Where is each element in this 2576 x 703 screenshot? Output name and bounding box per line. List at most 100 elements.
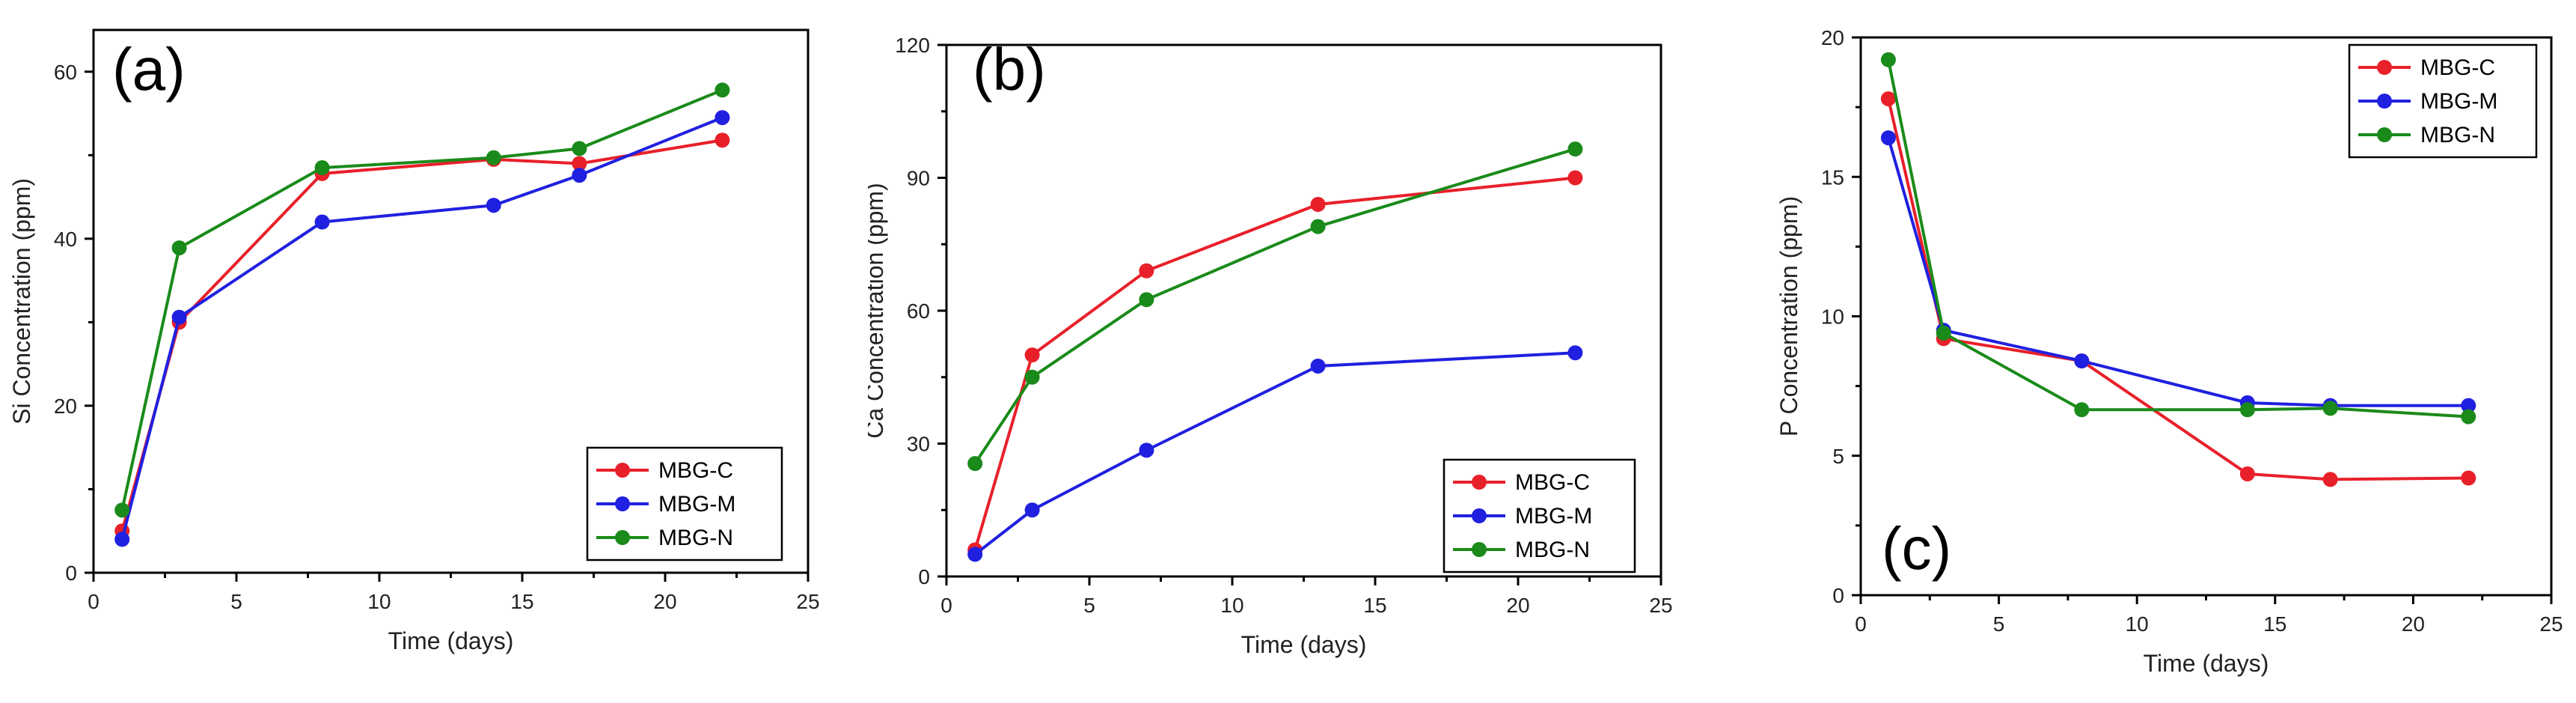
data-point-mbg-n: [314, 160, 330, 176]
data-point-mbg-n: [114, 502, 130, 518]
x-tick-label: 20: [1506, 594, 1529, 617]
y-tick-label: 30: [907, 433, 930, 456]
data-point-mbg-m: [2074, 353, 2090, 369]
x-tick-label: 10: [1220, 594, 1243, 617]
y-axis-title: Ca Concentration (ppm): [868, 183, 888, 438]
chart-panel-b: 0 5 10 15 20 25 0 30 60 90 120 Time (days) Ca Concen…: [868, 0, 1706, 703]
x-tick-label: 20: [2402, 612, 2425, 636]
x-tick-label: 5: [1993, 612, 2005, 636]
y-axis-title: P Concentration (ppm): [1775, 196, 1802, 436]
y-tick-label: 20: [54, 395, 77, 418]
data-point-mbg-n: [572, 141, 587, 156]
data-point-mbg-m: [1310, 358, 1326, 374]
data-point-mbg-c: [572, 156, 587, 171]
x-axis-title: Time (days): [1241, 631, 1367, 658]
y-tick-label: 0: [65, 562, 77, 585]
data-point-mbg-c: [1567, 170, 1583, 186]
x-tick-label: 5: [1083, 594, 1095, 617]
data-point-mbg-n: [1880, 52, 1896, 67]
data-point-mbg-n: [715, 82, 730, 98]
data-point-mbg-n: [171, 240, 187, 256]
legend-marker-mbg-c: [1472, 475, 1487, 490]
legend-marker-mbg-m: [2377, 94, 2392, 109]
data-point-mbg-n: [1310, 219, 1326, 234]
y-tick-label: 10: [1821, 305, 1844, 329]
panel-letter: (a): [112, 36, 186, 103]
data-point-mbg-m: [572, 168, 587, 183]
y-tick-label: 0: [1832, 584, 1844, 607]
data-point-mbg-n: [486, 150, 501, 165]
panel-letter: (b): [973, 36, 1046, 103]
x-tick-label: 0: [940, 594, 952, 617]
data-point-mbg-c: [1139, 263, 1154, 279]
legend-marker-mbg-c: [2377, 60, 2392, 75]
series-line-mbg-n: [973, 147, 1576, 465]
data-point-mbg-n: [2461, 409, 2476, 424]
x-tick-label: 0: [88, 590, 100, 613]
x-tick-label: 0: [1855, 612, 1867, 636]
x-tick-label: 5: [230, 590, 242, 613]
y-tick-label: 90: [907, 167, 930, 190]
x-tick-label: 25: [1649, 594, 1672, 617]
y-tick-label: 5: [1832, 445, 1844, 468]
data-point-mbg-c: [1310, 197, 1326, 212]
data-point-mbg-m: [2461, 398, 2476, 413]
chart-panel-a: 0 5 10 15 20 25 0 20 40 60 Time (days) Si Concentra…: [0, 0, 823, 703]
panel-letter: (c): [1882, 515, 1951, 582]
data-point-mbg-m: [715, 110, 730, 126]
x-tick-label: 25: [796, 590, 819, 613]
data-point-mbg-m: [1880, 130, 1896, 146]
x-tick-label: 10: [367, 590, 391, 613]
data-point-mbg-m: [1567, 345, 1583, 361]
data-point-mbg-m: [171, 309, 187, 325]
legend-label-mbg-c: MBG-C: [2420, 55, 2495, 80]
series-line-mbg-n: [120, 88, 723, 511]
data-point-mbg-n: [967, 456, 983, 472]
legend-marker-mbg-c: [615, 463, 630, 478]
data-point-mbg-m: [114, 532, 130, 547]
legend-label-mbg-m: MBG-M: [2420, 89, 2497, 114]
legend-marker-mbg-n: [1472, 542, 1487, 557]
series-line-mbg-m: [120, 116, 723, 540]
legend-label-mbg-c: MBG-C: [658, 458, 733, 483]
data-point-mbg-m: [314, 214, 330, 230]
legend-label-mbg-n: MBG-N: [658, 526, 733, 550]
chart-c-svg: 0 5 10 15 20 25 0 5 10 15 20 Time (days) P Concentra…: [1775, 26, 2563, 677]
data-point-mbg-n: [2322, 401, 2338, 416]
data-point-mbg-m: [1139, 442, 1154, 458]
legend-marker-mbg-n: [2377, 127, 2392, 142]
x-tick-label: 15: [1363, 594, 1386, 617]
legend-label-mbg-m: MBG-M: [1515, 504, 1592, 529]
x-axis-title: Time (days): [388, 627, 514, 654]
y-tick-label: 15: [1821, 165, 1844, 189]
legend-label-mbg-n: MBG-N: [1515, 538, 1590, 562]
y-tick-label: 0: [918, 565, 930, 588]
x-tick-label: 20: [653, 590, 676, 613]
legend-marker-mbg-n: [615, 530, 630, 545]
data-point-mbg-n: [1567, 141, 1583, 157]
y-tick-label: 60: [54, 61, 77, 84]
chart-a-svg: 0 5 10 15 20 25 0 20 40 60 Time (days) Si Concentra…: [8, 28, 820, 654]
data-point-mbg-n: [1936, 325, 1951, 341]
x-tick-label: 15: [2263, 612, 2286, 636]
data-point-mbg-n: [1139, 292, 1154, 308]
data-point-mbg-m: [1024, 502, 1040, 518]
data-point-mbg-c: [1024, 347, 1040, 363]
legend-label-mbg-c: MBG-C: [1515, 470, 1590, 495]
data-point-mbg-m: [486, 198, 501, 213]
y-tick-label: 40: [54, 228, 77, 251]
data-point-mbg-c: [2239, 466, 2255, 481]
data-point-mbg-c: [715, 133, 730, 148]
legend-label-mbg-m: MBG-M: [658, 492, 735, 517]
x-tick-label: 10: [2126, 612, 2149, 636]
x-axis-title: Time (days): [2144, 650, 2269, 677]
data-point-mbg-m: [967, 547, 983, 562]
data-point-mbg-n: [2239, 402, 2255, 418]
y-tick-label: 20: [1821, 26, 1844, 49]
legend-label-mbg-n: MBG-N: [2420, 123, 2495, 147]
y-tick-label: 120: [895, 34, 930, 57]
chart-panel-c: 0 5 10 15 20 25 0 5 10 15 20 Time (days) P Concentra…: [1743, 0, 2576, 703]
data-point-mbg-c: [1880, 91, 1896, 106]
data-point-mbg-c: [2322, 472, 2338, 487]
